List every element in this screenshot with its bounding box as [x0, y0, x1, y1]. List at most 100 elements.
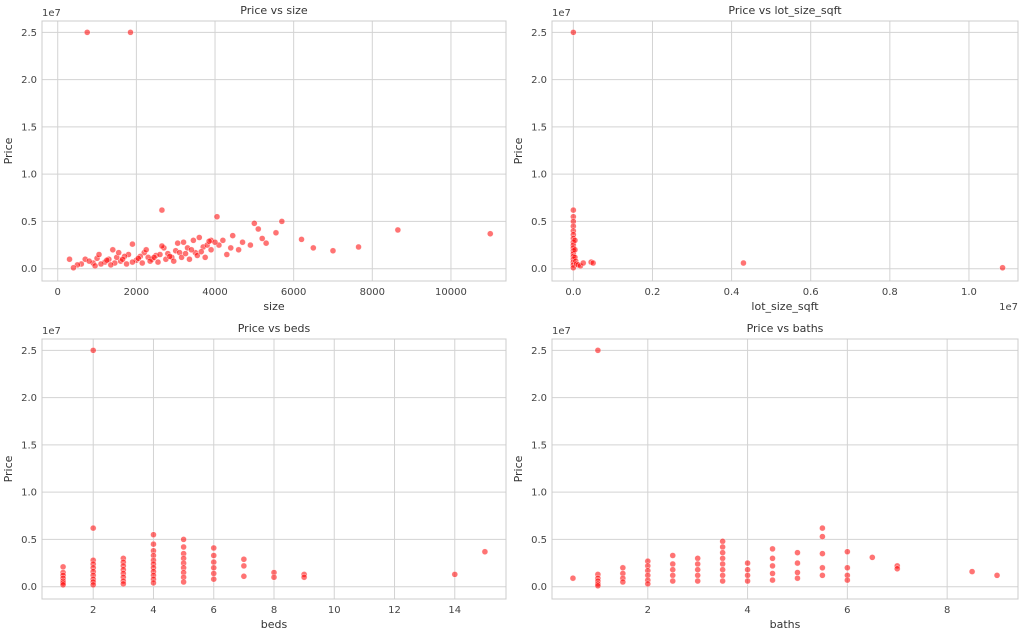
data-point [135, 255, 142, 262]
data-point [210, 552, 217, 559]
data-point [196, 234, 203, 241]
data-point [594, 582, 602, 589]
data-point [150, 540, 157, 548]
x-tick-label: 4000 [202, 287, 227, 298]
data-point [744, 572, 751, 579]
y-tick-label: 1.0 [531, 488, 547, 499]
y-tick-label: 2.5 [21, 28, 37, 39]
x-tick-label: 8000 [360, 287, 385, 298]
data-point [968, 568, 976, 575]
data-point [166, 253, 173, 260]
data-point [669, 566, 676, 573]
data-point [198, 248, 205, 255]
subplot-4: 2 4 6 8 0.0 0.5 1.0 1.5 2.0 2.5 Price vs baths bath… [512, 322, 1019, 631]
y-tick-label: 1.5 [531, 440, 547, 451]
data-point [180, 536, 187, 543]
data-point [619, 564, 627, 571]
data-point [143, 246, 150, 254]
data-point [769, 555, 776, 562]
data-point [694, 555, 701, 562]
data-point [570, 206, 577, 214]
data-point [487, 230, 494, 237]
x-tick-label: 6000 [281, 287, 306, 298]
data-point [270, 574, 278, 581]
data-point [580, 259, 587, 267]
data-point [570, 29, 577, 36]
data-point [66, 256, 73, 263]
data-point [571, 246, 579, 254]
x-tick-label: 0.2 [645, 287, 661, 298]
data-point [210, 558, 217, 566]
data-point [744, 559, 751, 567]
y-axis-label: Price [2, 137, 15, 164]
data-point [150, 531, 157, 538]
data-point [619, 578, 627, 586]
data-point [298, 236, 305, 243]
x-tick-label: 14 [448, 605, 461, 616]
data-point [719, 538, 726, 545]
y-axis-label: Price [512, 137, 525, 164]
y-tick-label: 0.5 [21, 535, 37, 546]
data-point [85, 257, 93, 265]
data-point [201, 254, 209, 261]
data-point [262, 239, 270, 247]
chart-title: Price vs lot_size_sqft [728, 4, 842, 17]
data-point [247, 241, 254, 249]
data-point [180, 239, 187, 246]
data-point [794, 569, 801, 576]
data-point [719, 572, 726, 579]
y-tick-label: 1.0 [531, 170, 547, 181]
y-axis-label: Price [2, 455, 15, 482]
y-tick-label: 0.5 [21, 217, 37, 228]
data-point [769, 576, 776, 584]
y-tick-label: 0.0 [21, 582, 37, 593]
data-point [210, 544, 217, 552]
data-point [119, 256, 126, 263]
x-tick-label: 0 [55, 287, 61, 298]
data-point [97, 260, 105, 268]
x-tick-label: 2 [90, 605, 96, 616]
data-point [170, 257, 177, 265]
data-point [259, 235, 266, 242]
data-point [205, 238, 213, 245]
plot-area [42, 21, 506, 281]
data-point [59, 563, 67, 571]
x-tick-label: 0.4 [724, 287, 740, 298]
data-point [769, 545, 776, 553]
data-point [178, 254, 185, 261]
subplot-1: 0 2000 4000 6000 8000 10000 0.0 0.5 1.0 1.5 2.0 2.5… [2, 4, 507, 313]
y-offset-label: 1e7 [552, 8, 571, 19]
data-point [91, 262, 99, 270]
data-point [174, 239, 181, 247]
data-point [794, 549, 801, 556]
data-point [719, 560, 726, 568]
y-tick-label: 2.5 [21, 346, 37, 357]
y-tick-label: 0.0 [531, 264, 547, 275]
x-tick-label: 4 [150, 605, 156, 616]
x-axis-label: lot_size_sqft [751, 300, 819, 313]
data-point [210, 575, 217, 583]
x-tick-label: 2000 [124, 287, 149, 298]
data-point [190, 237, 197, 244]
data-point [223, 251, 231, 258]
data-point [158, 206, 166, 214]
chart-title: Price vs size [240, 4, 308, 17]
y-tick-label: 2.5 [531, 346, 547, 357]
data-point [59, 581, 67, 589]
y-tick-label: 2.5 [531, 28, 547, 39]
data-point [139, 259, 146, 267]
data-point [355, 243, 362, 251]
data-point [227, 244, 234, 252]
y-tick-label: 2.0 [21, 75, 37, 86]
y-tick-label: 1.5 [531, 122, 547, 133]
x-tick-label: 10 [328, 605, 341, 616]
data-point [589, 259, 597, 267]
x-tick-label: 10000 [435, 287, 467, 298]
x-tick-label: 4 [744, 605, 750, 616]
data-point [844, 564, 851, 571]
data-point [394, 226, 402, 234]
data-point [251, 220, 258, 227]
data-point [329, 247, 337, 254]
data-point [740, 259, 747, 267]
